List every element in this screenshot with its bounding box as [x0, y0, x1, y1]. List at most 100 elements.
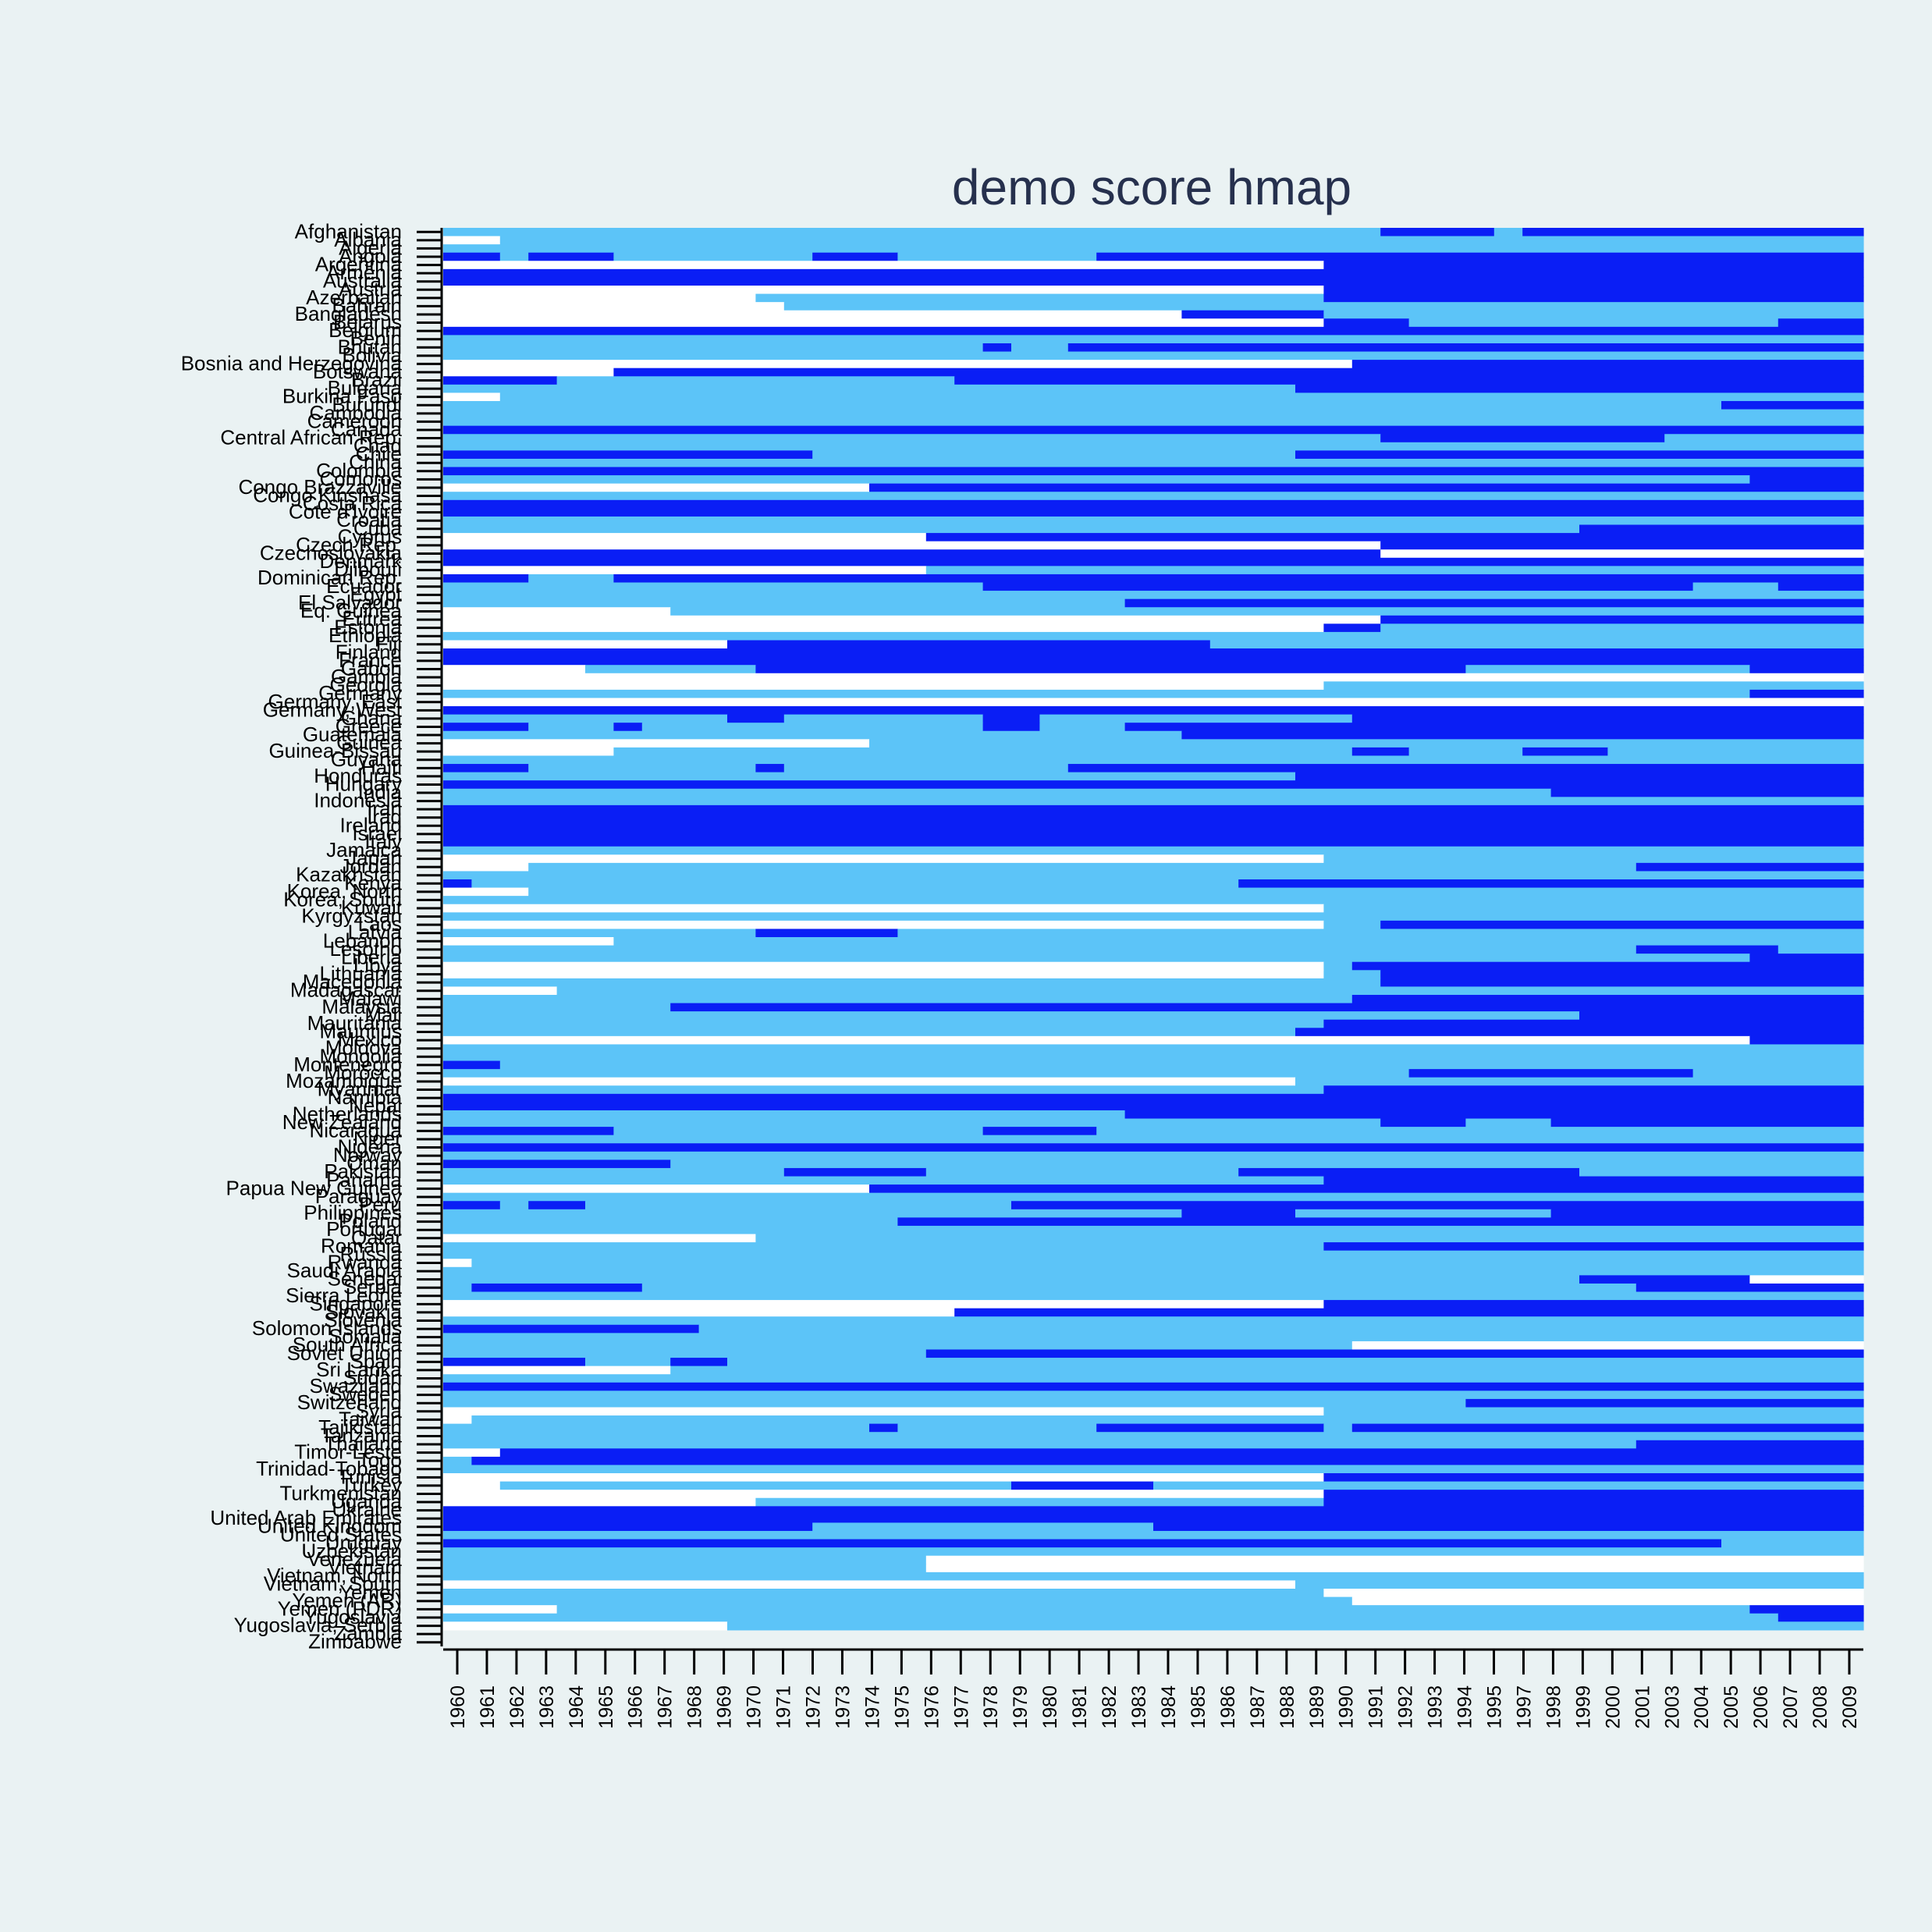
heatmap-cell	[1124, 723, 1864, 732]
x-tick-label: 1960	[447, 1685, 469, 1729]
heatmap-cell	[1067, 764, 1864, 773]
heatmap-cell	[443, 384, 1296, 393]
heatmap-cell	[443, 1555, 927, 1564]
heatmap-cell	[1323, 1423, 1353, 1433]
heatmap-cell	[443, 318, 1324, 328]
x-tick-label: 1969	[714, 1685, 736, 1729]
y-tick-label: Tajikistan	[318, 1415, 402, 1439]
heatmap-cell	[1295, 1077, 1864, 1086]
heatmap-cell	[499, 1481, 1012, 1490]
y-tick-label: Mali	[364, 1003, 402, 1026]
heatmap-cell	[982, 1127, 1097, 1136]
y-tick-label: Sudan	[343, 1366, 402, 1389]
y-tick-label: Iraq	[367, 805, 402, 829]
heatmap-cell	[443, 1234, 756, 1243]
heatmap-cell	[1351, 1423, 1864, 1433]
y-tick-label: Zambia	[334, 1621, 402, 1645]
y-tick-label: United Kingdom	[257, 1515, 402, 1538]
y-tick-label: Hungary	[325, 772, 402, 795]
heatmap-cell	[1295, 772, 1864, 781]
heatmap-cell	[443, 1333, 1864, 1342]
y-tick-label: Sweden	[329, 1383, 402, 1406]
heatmap-cell	[443, 1019, 1324, 1028]
heatmap-cell	[443, 912, 1864, 922]
y-tick-label: France	[339, 648, 402, 672]
y-tick-label: Mauritania	[307, 1011, 403, 1035]
heatmap-cell	[1380, 970, 1864, 979]
x-tick-label: 1961	[477, 1685, 499, 1729]
heatmap-cell	[443, 326, 1864, 336]
y-tick-label: Syria	[356, 1399, 403, 1422]
heatmap-cell	[443, 846, 1864, 855]
y-tick-label: Uruguay	[325, 1531, 402, 1554]
x-tick-label: 1993	[1425, 1685, 1447, 1729]
heatmap-cell	[443, 1547, 1864, 1557]
heatmap-cell	[471, 1259, 1864, 1268]
y-tick-label: Lebanon	[323, 929, 402, 952]
heatmap-cell	[528, 764, 756, 773]
heatmap-cell	[1380, 623, 1864, 633]
heatmap-cell	[982, 714, 1040, 723]
y-tick-label: Latvia	[348, 921, 403, 944]
y-tick-label: Mongolia	[319, 1044, 402, 1067]
heatmap-cell	[443, 1118, 1381, 1128]
heatmap-cell	[443, 1390, 1864, 1400]
x-tick-label: 1962	[506, 1685, 528, 1729]
heatmap-cell	[1465, 1398, 1864, 1408]
heatmap-cell	[954, 1308, 1864, 1317]
heatmap-cell	[443, 747, 614, 757]
x-tick-label: 1989	[1306, 1685, 1328, 1729]
y-tick-label: Bangladesh	[295, 302, 402, 325]
heatmap-cell	[1579, 1011, 1864, 1021]
y-tick-label: Nigeria	[338, 1135, 403, 1159]
heatmap-cell	[443, 1448, 501, 1458]
y-tick-label: Libya	[353, 954, 403, 977]
y-tick-label: Niger	[353, 1127, 402, 1150]
heatmap-cell	[528, 1201, 586, 1210]
heatmap-cell	[443, 1085, 1324, 1095]
heatmap-cell	[443, 508, 1864, 517]
heatmap-cell	[443, 1291, 1864, 1301]
heatmap-cell	[897, 929, 1864, 938]
heatmap-cell	[443, 1366, 671, 1375]
heatmap-cell	[443, 1217, 898, 1227]
heatmap-cell	[443, 524, 1580, 534]
x-tick-label: 1977	[950, 1685, 972, 1729]
heatmap-cell	[528, 887, 1864, 897]
y-tick-label: Tunisia	[337, 1465, 402, 1488]
heatmap-cell	[443, 228, 1381, 237]
y-tick-label: Eq. Guinea	[300, 598, 403, 622]
heatmap-cell	[1323, 1407, 1864, 1416]
heatmap-cell	[471, 1415, 1864, 1425]
heatmap-cell	[556, 1605, 1750, 1614]
heatmap-cell	[1323, 285, 1864, 295]
y-tick-label: Albania	[334, 228, 402, 251]
y-tick-label: Belgium	[329, 318, 402, 342]
heatmap-cell	[1295, 1209, 1552, 1218]
heatmap-cell	[443, 425, 1864, 435]
heatmap-cell	[1323, 1176, 1864, 1185]
y-tick-label: Jordan	[340, 854, 403, 878]
y-tick-label: Soviet Union	[287, 1341, 402, 1365]
heatmap-cell	[641, 723, 984, 732]
y-tick-label: United Arab Emirates	[210, 1506, 402, 1529]
y-tick-label: Honduras	[314, 764, 402, 787]
heatmap-cell	[925, 533, 1864, 542]
heatmap-cell	[613, 368, 1864, 377]
heatmap-cell	[443, 1341, 1353, 1351]
y-tick-label: Vietnam	[328, 1556, 402, 1579]
heatmap-cell	[585, 1201, 1012, 1210]
y-tick-label: Sierra Leone	[286, 1284, 402, 1307]
y-tick-label: Kyrgyzstan	[301, 904, 402, 928]
heatmap-cell	[443, 656, 1864, 666]
y-tick-label: Yugoslavia, Serbia	[234, 1614, 403, 1637]
heatmap-cell	[670, 1358, 728, 1367]
heatmap-cell	[443, 1621, 728, 1631]
heatmap-cell	[471, 1456, 1864, 1466]
y-tick-label: Mexico	[338, 1028, 402, 1051]
y-tick-label: Armenia	[326, 261, 402, 284]
y-tick-label: United States	[280, 1522, 402, 1546]
heatmap-cell	[1067, 343, 1864, 353]
heatmap-cell	[443, 302, 785, 311]
